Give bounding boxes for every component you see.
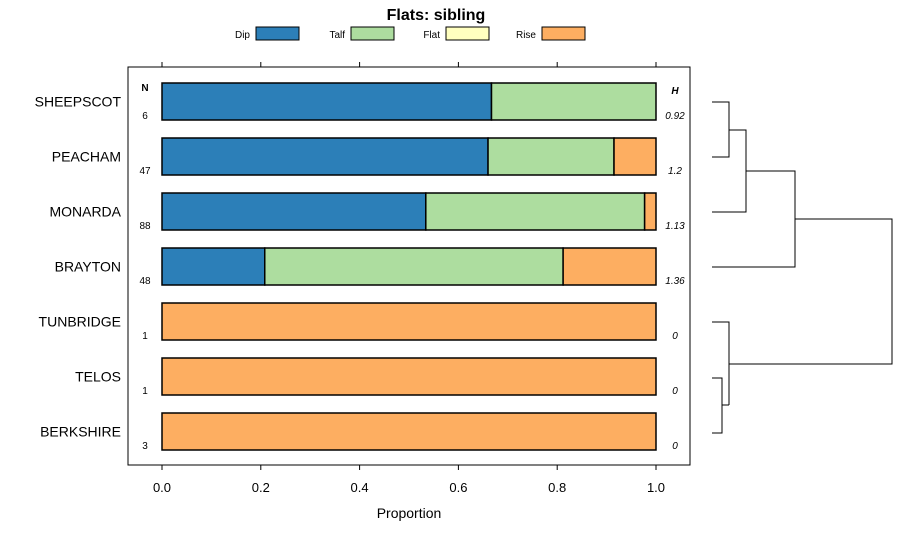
n-value: 1	[142, 386, 148, 397]
legend-swatch-flat	[445, 26, 490, 41]
bar-rise	[161, 412, 657, 451]
h-value: 1.2	[668, 166, 682, 177]
legend-label-flat: Flat	[423, 30, 440, 41]
legend: Dip Talf Flat Rise	[235, 26, 586, 41]
legend-label-talf: Talf	[329, 30, 345, 41]
bars: SHEEPSCOT 6 0.92 PEACHAM 47 1.2 MONARDA 88 1.13 B…	[35, 82, 685, 452]
bar-dip	[161, 137, 489, 176]
category-label: BRAYTON	[55, 259, 121, 275]
dendrogram	[712, 101, 893, 434]
dendrogram-branch	[712, 321, 730, 405]
category-label: BERKSHIRE	[40, 424, 121, 440]
x-axis-label: Proportion	[377, 505, 442, 521]
legend-swatch-dip	[255, 26, 300, 41]
x-tick-label: 0.8	[548, 480, 566, 495]
category-label: TUNBRIDGE	[39, 314, 121, 330]
n-column-header: N	[141, 83, 148, 94]
bar-rise	[562, 247, 657, 286]
h-value: 0	[672, 441, 678, 452]
x-tick-label: 1.0	[647, 480, 665, 495]
h-value: 1.13	[665, 221, 685, 232]
category-label: MONARDA	[49, 204, 121, 220]
n-value: 1	[142, 331, 148, 342]
n-value: 3	[142, 441, 148, 452]
h-value: 0	[672, 386, 678, 397]
dendrogram-branch	[729, 218, 893, 365]
n-value: 88	[139, 221, 151, 232]
legend-swatch-rise	[541, 26, 586, 41]
bar-talf	[487, 137, 615, 176]
dendrogram-branch	[712, 377, 723, 434]
legend-swatch-talf	[350, 26, 395, 41]
dendrogram-branch	[712, 170, 796, 268]
x-tick-label: 0.0	[153, 480, 171, 495]
h-value: 0	[672, 331, 678, 342]
bar-rise	[613, 137, 657, 176]
n-value: 6	[142, 111, 148, 122]
x-tick-label: 0.6	[449, 480, 467, 495]
n-value: 47	[139, 166, 151, 177]
category-label: SHEEPSCOT	[35, 94, 122, 110]
category-label: PEACHAM	[52, 149, 121, 165]
category-label: TELOS	[75, 369, 121, 385]
chart-title: Flats: sibling	[387, 7, 486, 24]
bar-rise	[161, 302, 657, 341]
x-tick-label: 0.4	[351, 480, 369, 495]
h-value: 0.92	[665, 111, 685, 122]
h-value: 1.36	[665, 276, 685, 287]
bar-rise	[643, 192, 657, 231]
x-tick-label: 0.2	[252, 480, 270, 495]
n-value: 48	[139, 276, 151, 287]
plot-frame	[127, 66, 691, 466]
bar-dip	[161, 247, 266, 286]
bar-dip	[161, 192, 427, 231]
legend-label-rise: Rise	[516, 30, 536, 41]
dendrogram-branch	[712, 101, 730, 158]
bar-talf	[490, 82, 657, 121]
bar-talf	[264, 247, 564, 286]
legend-label-dip: Dip	[235, 30, 250, 41]
x-axis: 0.0 0.2 0.4 0.6 0.8 1.0	[153, 62, 665, 495]
bar-talf	[425, 192, 646, 231]
bar-rise	[161, 357, 657, 396]
bar-dip	[161, 82, 493, 121]
h-column-header: H	[671, 86, 679, 97]
